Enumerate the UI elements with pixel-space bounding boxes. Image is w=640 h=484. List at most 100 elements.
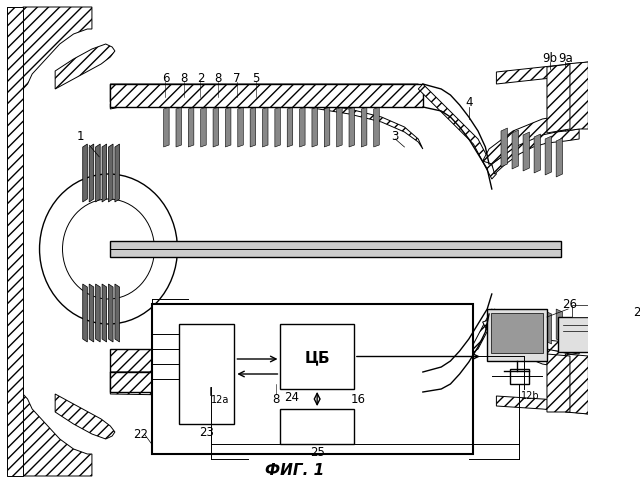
Text: 4: 4 (465, 95, 472, 108)
Text: 7: 7 (234, 71, 241, 84)
Polygon shape (497, 63, 588, 85)
Polygon shape (349, 334, 355, 374)
Polygon shape (83, 145, 87, 203)
Text: 5: 5 (252, 71, 259, 84)
Bar (280, 324, 354, 389)
Polygon shape (556, 139, 563, 178)
Text: 8: 8 (180, 71, 188, 84)
Polygon shape (565, 354, 588, 414)
Polygon shape (362, 108, 367, 148)
Text: 22: 22 (133, 428, 148, 440)
Polygon shape (95, 285, 100, 342)
Polygon shape (512, 318, 518, 350)
Polygon shape (89, 285, 94, 342)
Polygon shape (95, 145, 100, 203)
Polygon shape (324, 334, 330, 374)
Polygon shape (176, 108, 182, 148)
Polygon shape (225, 334, 231, 374)
Polygon shape (324, 108, 330, 148)
Text: 2: 2 (196, 71, 204, 84)
Text: 16: 16 (351, 393, 366, 406)
Polygon shape (374, 108, 380, 148)
Polygon shape (300, 108, 305, 148)
Bar (558, 318, 609, 352)
Polygon shape (523, 133, 529, 172)
Polygon shape (312, 108, 317, 148)
Polygon shape (312, 334, 317, 374)
Polygon shape (110, 349, 423, 372)
Polygon shape (534, 313, 541, 346)
Polygon shape (108, 285, 113, 342)
Text: 12b: 12b (521, 390, 540, 400)
Polygon shape (565, 63, 588, 132)
Polygon shape (492, 309, 579, 354)
Polygon shape (201, 334, 206, 374)
Text: 26: 26 (563, 298, 577, 311)
Polygon shape (545, 136, 552, 176)
Polygon shape (83, 285, 87, 342)
Polygon shape (7, 8, 23, 476)
Polygon shape (337, 108, 342, 148)
Polygon shape (102, 285, 107, 342)
Polygon shape (23, 8, 92, 90)
Bar (487, 309, 547, 361)
Text: 23: 23 (200, 425, 214, 439)
Polygon shape (349, 108, 355, 148)
Polygon shape (110, 97, 423, 150)
Polygon shape (89, 145, 94, 203)
Polygon shape (164, 108, 169, 148)
Polygon shape (501, 129, 508, 167)
Text: 1: 1 (77, 130, 99, 158)
Polygon shape (55, 394, 115, 439)
Polygon shape (534, 135, 541, 174)
Polygon shape (115, 285, 120, 342)
Polygon shape (176, 334, 182, 374)
Polygon shape (483, 115, 579, 165)
Polygon shape (492, 130, 579, 175)
Text: 8: 8 (214, 71, 221, 84)
Text: 9a: 9a (558, 51, 573, 64)
Text: ЦБ: ЦБ (305, 349, 330, 364)
Polygon shape (572, 305, 595, 318)
Polygon shape (110, 372, 419, 399)
Polygon shape (238, 334, 243, 374)
Polygon shape (55, 45, 115, 90)
Polygon shape (497, 396, 588, 414)
Text: 27: 27 (633, 306, 640, 319)
Bar (179, 324, 234, 424)
Bar (491, 313, 543, 353)
Polygon shape (250, 334, 255, 374)
Bar (510, 369, 529, 384)
Polygon shape (337, 334, 342, 374)
Text: ФИГ. 1: ФИГ. 1 (264, 462, 324, 477)
Polygon shape (545, 311, 552, 344)
Bar (152, 304, 474, 454)
Polygon shape (501, 319, 508, 352)
Polygon shape (362, 334, 367, 374)
Text: 8: 8 (272, 393, 280, 406)
Polygon shape (213, 334, 219, 374)
Polygon shape (512, 131, 518, 170)
Polygon shape (110, 85, 419, 108)
Polygon shape (275, 108, 280, 148)
Polygon shape (523, 316, 529, 348)
Polygon shape (483, 319, 579, 369)
Polygon shape (23, 394, 92, 476)
Polygon shape (164, 334, 169, 374)
Polygon shape (110, 372, 423, 392)
Polygon shape (547, 354, 570, 412)
Text: 24: 24 (284, 391, 299, 404)
Polygon shape (115, 145, 120, 203)
Polygon shape (287, 334, 292, 374)
Polygon shape (238, 108, 243, 148)
Polygon shape (556, 309, 563, 342)
Bar (280, 409, 354, 444)
Polygon shape (188, 108, 194, 148)
Polygon shape (262, 108, 268, 148)
Polygon shape (374, 334, 380, 374)
Polygon shape (102, 145, 107, 203)
Polygon shape (188, 334, 194, 374)
Polygon shape (300, 334, 305, 374)
Polygon shape (213, 108, 219, 148)
Polygon shape (110, 85, 423, 108)
